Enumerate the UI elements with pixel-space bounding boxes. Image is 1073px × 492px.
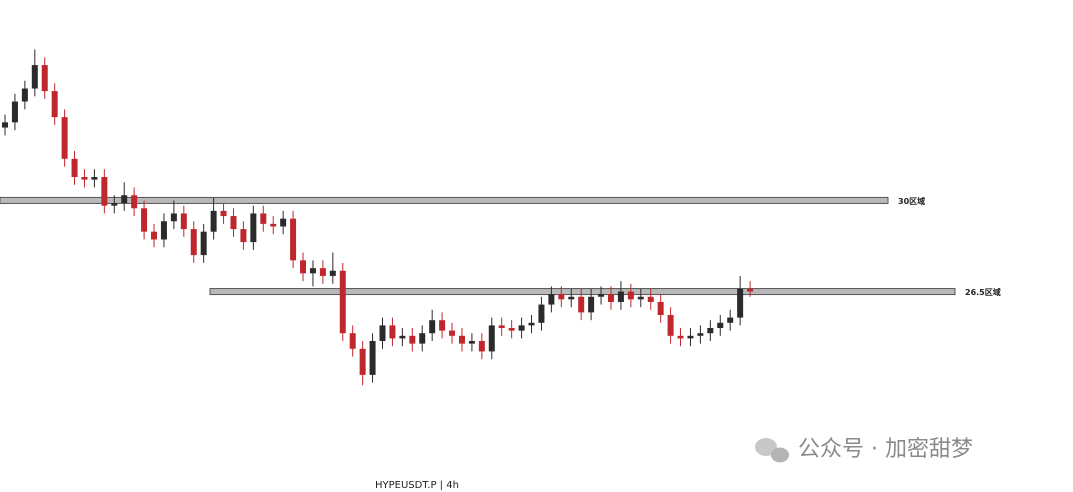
candle-body [667,314,674,336]
candle-body [349,333,356,349]
candle-body [677,335,684,339]
candle-body [687,335,694,339]
candle-body [538,304,545,323]
level-label: 30区域 [898,196,925,206]
candle-body [230,216,237,230]
candle-body [91,177,98,180]
candle-body [627,291,634,300]
candle-body [101,177,108,206]
candle-body [717,322,724,328]
candle-body [657,301,664,315]
candle-body [319,268,326,276]
candle-body [449,330,456,336]
candle-body [170,213,177,222]
candle-body [11,101,18,123]
candle-body [121,195,128,204]
candle-body [151,231,158,240]
candle-body [399,335,406,339]
candle-body [359,348,366,375]
candle-body [200,231,207,256]
candle-body [31,65,38,89]
candle-body [727,317,734,323]
candle-body [419,333,426,344]
candle-body [339,270,346,334]
chart-title: HYPEUSDT.P | 4h [375,480,459,491]
candle-body [309,268,316,274]
watermark: 公众号 · 加密甜梦 [755,437,973,463]
watermark-text: 公众号 · 加密甜梦 [798,437,973,462]
candle-body [647,296,654,302]
candle-body [548,294,555,305]
candle-body [528,322,535,326]
candle-body [41,65,48,92]
candle-body [488,325,495,352]
candle-body [747,288,754,292]
candle-body [568,296,575,300]
candle-body [578,296,585,313]
candle-body [61,117,68,159]
candle-body [498,325,505,328]
candle-body [617,291,624,302]
candle-body [180,213,187,230]
candle-body [697,333,704,336]
candle-body [71,158,78,178]
candle-body [607,294,614,302]
candle-body [429,320,436,334]
candle-body [240,229,247,243]
candle-body [111,203,118,206]
candle-body [190,229,197,256]
candle-body [588,296,595,313]
candle-body [518,325,525,331]
candle-body [409,335,416,344]
candle-body [300,260,307,274]
candle-body [379,325,386,342]
candle-body [707,328,714,334]
candle-body [478,341,485,352]
candle-body [369,341,376,375]
candle-body [558,294,565,300]
candle-body [290,218,297,261]
level-line [209,288,956,296]
wechat-icon [755,438,777,456]
candle-body [160,221,167,240]
candle-body [468,341,475,344]
candle-body [260,213,267,224]
candle-body [210,210,217,232]
candle-body [389,325,396,339]
candle-body [458,335,465,344]
candle-body [637,296,644,300]
candle-body [508,328,515,331]
candle-body [220,210,227,217]
candle-body [81,177,88,180]
candle-body [131,195,138,209]
wechat-icon [771,447,789,463]
candle-body [598,294,605,297]
candle-body [2,122,8,128]
level-label: 26.5区域 [965,287,1001,297]
candle-body [51,91,58,118]
candle-body [439,320,446,331]
candle-body [21,88,28,102]
level-line [0,196,889,204]
candle-body [141,208,148,232]
candle-body [270,223,277,227]
candle-body [329,270,336,276]
candle-body [250,213,257,243]
candle-body [737,288,744,318]
candle-body [280,218,287,227]
